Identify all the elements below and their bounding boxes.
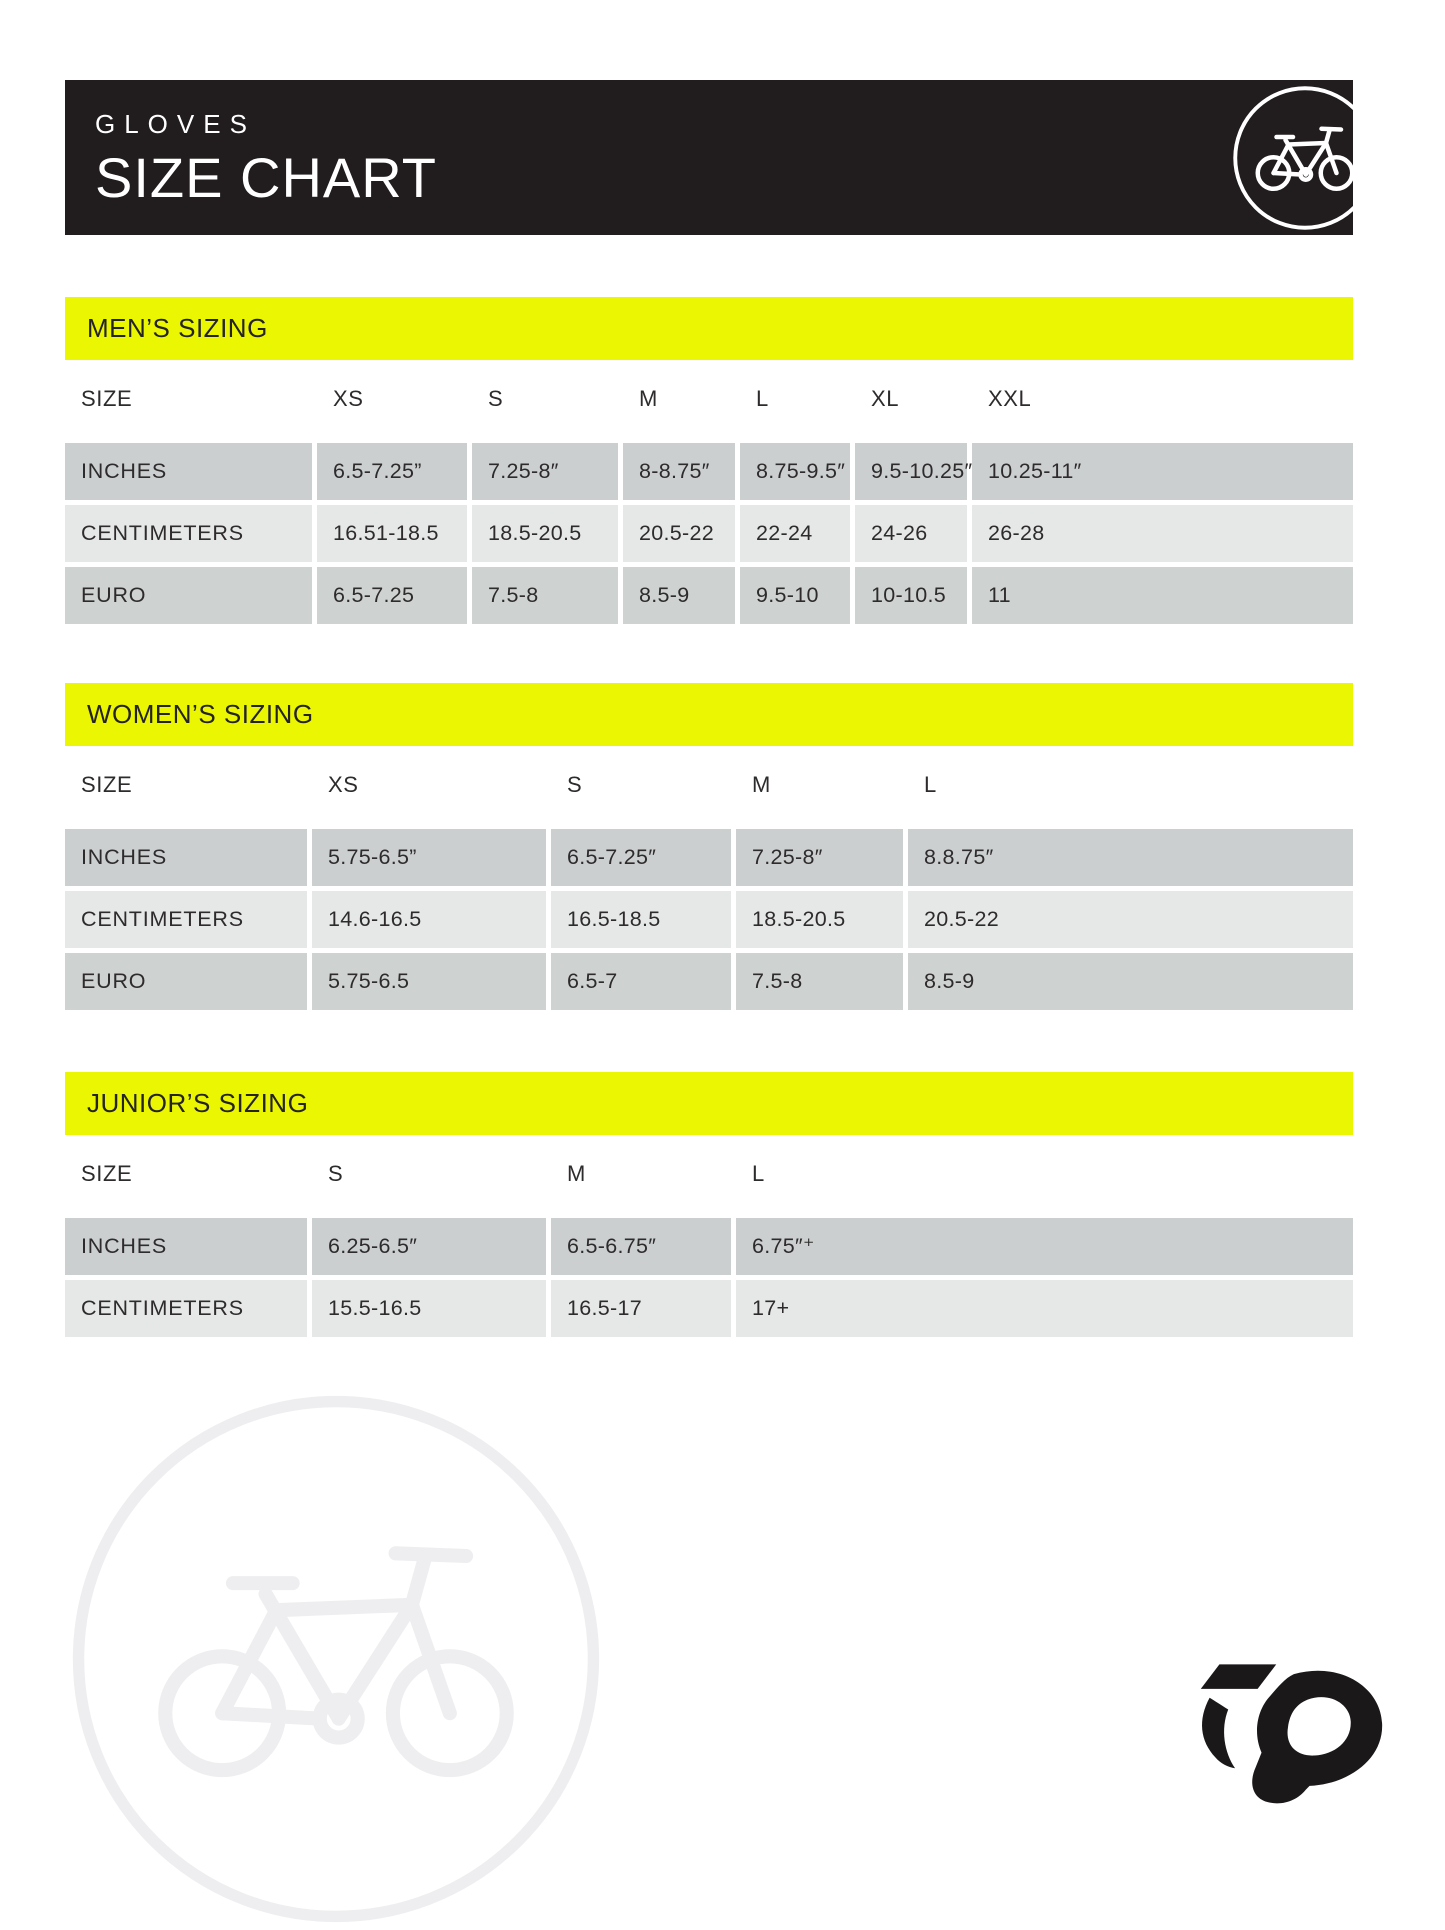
size-value-cell: 15.5-16.5 [312, 1280, 546, 1337]
table-row-centimeters: CENTIMETERS 15.5-16.5 16.5-17 17+ [65, 1280, 1353, 1337]
size-value-cell: 22-24 [740, 505, 850, 562]
size-value-cell: 8.5-9 [908, 953, 1353, 1010]
table-header-row: SIZE S M L [65, 1135, 1353, 1213]
size-col-header: SIZE [81, 772, 133, 797]
size-value-cell: 14.6-16.5 [312, 891, 546, 948]
table-row-inches: INCHES 5.75-6.5” 6.5-7.25″ 7.25-8″ 8.8.7… [65, 829, 1353, 886]
size-value-cell: 16.5-17 [551, 1280, 731, 1337]
size-value-cell: 20.5-22 [908, 891, 1353, 948]
womens-sizing-table: SIZE XS S M L INCHES 5.75-6.5” 6.5-7.25″… [65, 746, 1353, 1010]
size-value-cell: 8-8.75″ [623, 443, 735, 500]
pearl-izumi-p-logo [1200, 1664, 1383, 1804]
bicycle-circle-watermark-icon [72, 1395, 600, 1923]
table-row-inches: INCHES 6.25-6.5″ 6.5-6.75″ 6.75″⁺ [65, 1218, 1353, 1275]
size-value-cell: 6.5-7.25″ [551, 829, 731, 886]
row-label: INCHES [65, 1218, 307, 1275]
juniors-sizing-table: SIZE S M L INCHES 6.25-6.5″ 6.5-6.75″ 6.… [65, 1135, 1353, 1337]
size-col-header: S [567, 772, 583, 797]
size-col-header: S [328, 1161, 344, 1186]
size-value-cell: 8.5-9 [623, 567, 735, 624]
row-label: CENTIMETERS [65, 891, 307, 948]
size-col-header: SIZE [81, 1161, 133, 1186]
size-value-cell: 11 [972, 567, 1353, 624]
size-value-cell: 6.75″⁺ [736, 1218, 1353, 1275]
size-value-cell: 9.5-10.25″ [855, 443, 972, 500]
size-value-cell: 7.25-8″ [472, 443, 618, 500]
header-bar: GLOVES SIZE CHART [65, 80, 1353, 235]
size-value-cell: 20.5-22 [623, 505, 735, 562]
size-value-cell: 26-28 [972, 505, 1353, 562]
size-value-cell: 6.25-6.5″ [312, 1218, 546, 1275]
size-value-cell: 5.75-6.5” [312, 829, 546, 886]
page-title: SIZE CHART [95, 146, 437, 209]
size-value-cell: 6.5-7 [551, 953, 731, 1010]
size-value-cell: 16.51-18.5 [317, 505, 467, 562]
womens-section-title: WOMEN’S SIZING [65, 683, 1353, 746]
womens-sizing-section: WOMEN’S SIZING SIZE XS S M L INCHES 5.75… [65, 683, 1353, 1010]
size-col-header: L [756, 386, 769, 411]
size-value-cell: 17+ [736, 1280, 1353, 1337]
size-col-header: L [752, 1161, 765, 1186]
size-col-header: M [567, 1161, 586, 1186]
mens-sizing-table: SIZE XS S M L XL XXL INCHES 6.5-7.25” 7.… [65, 360, 1353, 624]
juniors-sizing-section: JUNIOR’S SIZING SIZE S M L INCHES 6.25-6… [65, 1072, 1353, 1337]
row-label: INCHES [65, 829, 307, 886]
size-value-cell: 16.5-18.5 [551, 891, 731, 948]
size-value-cell: 8.8.75″ [908, 829, 1353, 886]
table-row-centimeters: CENTIMETERS 16.51-18.5 18.5-20.5 20.5-22… [65, 505, 1353, 562]
size-value-cell: 10.25-11″ [972, 443, 1353, 500]
size-col-header: XL [871, 386, 900, 411]
row-label: INCHES [65, 443, 312, 500]
size-col-header: M [752, 772, 771, 797]
size-value-cell: 18.5-20.5 [736, 891, 903, 948]
header-eyebrow: GLOVES [95, 109, 256, 139]
row-label: CENTIMETERS [65, 1280, 307, 1337]
size-col-header: SIZE [81, 386, 133, 411]
size-col-header: XXL [988, 386, 1032, 411]
size-value-cell: 7.5-8 [472, 567, 618, 624]
size-value-cell: 7.5-8 [736, 953, 903, 1010]
page-content: GLOVES SIZE CHART [65, 80, 1353, 1337]
row-label: EURO [65, 953, 307, 1010]
size-col-header: M [639, 386, 658, 411]
table-row-centimeters: CENTIMETERS 14.6-16.5 16.5-18.5 18.5-20.… [65, 891, 1353, 948]
size-col-header: XS [333, 386, 364, 411]
table-row-euro: EURO 6.5-7.25 7.5-8 8.5-9 9.5-10 10-10.5… [65, 567, 1353, 624]
size-value-cell: 6.5-7.25 [317, 567, 467, 624]
size-value-cell: 7.25-8″ [736, 829, 903, 886]
size-value-cell: 10-10.5 [855, 567, 967, 624]
size-value-cell: 18.5-20.5 [472, 505, 618, 562]
table-header-row: SIZE XS S M L XL XXL [65, 360, 1353, 438]
size-value-cell: 6.5-7.25” [317, 443, 467, 500]
size-value-cell: 8.75-9.5″ [740, 443, 850, 500]
mens-section-title: MEN’S SIZING [65, 297, 1353, 360]
row-label: EURO [65, 567, 312, 624]
size-col-header: L [924, 772, 937, 797]
mens-sizing-section: MEN’S SIZING SIZE XS S M L XL XXL INCHES… [65, 297, 1353, 624]
size-value-cell: 5.75-6.5 [312, 953, 546, 1010]
size-value-cell: 6.5-6.75″ [551, 1218, 731, 1275]
table-row-euro: EURO 5.75-6.5 6.5-7 7.5-8 8.5-9 [65, 953, 1353, 1010]
table-row-inches: INCHES 6.5-7.25” 7.25-8″ 8-8.75″ 8.75-9.… [65, 443, 1353, 500]
bicycle-circle-icon [1233, 85, 1353, 230]
size-col-header: XS [328, 772, 359, 797]
juniors-section-title: JUNIOR’S SIZING [65, 1072, 1353, 1135]
size-value-cell: 9.5-10 [740, 567, 850, 624]
size-value-cell: 24-26 [855, 505, 967, 562]
row-label: CENTIMETERS [65, 505, 312, 562]
table-header-row: SIZE XS S M L [65, 746, 1353, 824]
size-col-header: S [488, 386, 504, 411]
